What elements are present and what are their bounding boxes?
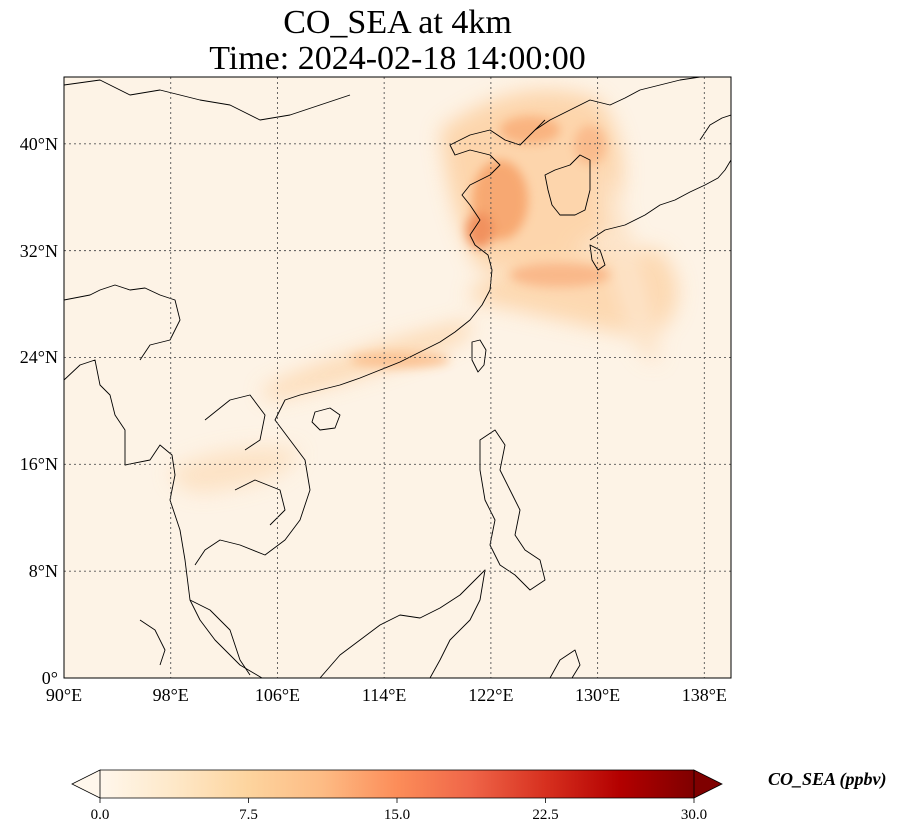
graticule [64, 77, 731, 678]
y-tick-label: 40°N [19, 133, 58, 154]
coast-borneo [319, 569, 486, 678]
x-tick-label: 130°E [574, 685, 621, 705]
plume-core-east-china-sea [510, 263, 610, 287]
coast-andaman [139, 619, 166, 666]
x-tick-label: 98°E [152, 685, 189, 705]
y-tick-label: 24°N [19, 347, 58, 368]
colorbar-tick-label: 15.0 [383, 807, 411, 823]
colorbar-tick-label: 22.5 [532, 807, 559, 823]
coast-northeast-asia [534, 77, 701, 131]
coast-sulawesi [549, 649, 581, 678]
colorbar-extend-min [71, 769, 101, 799]
coast-china-vietnam [194, 119, 546, 566]
plume-pacific-band [600, 160, 660, 362]
plume-indochina [170, 447, 300, 493]
coast-gulf-of-thailand [189, 599, 251, 676]
coast-japan-honshu [589, 159, 731, 241]
map-subtitle-time: Time: 2024-02-18 14:00:00 [209, 40, 586, 77]
y-tick-label: 8°N [28, 561, 58, 582]
plume-core-bohai [500, 116, 560, 144]
coast-korea [544, 154, 591, 216]
y-tick-label: 16°N [19, 454, 58, 475]
plume-core-korea [574, 125, 606, 165]
plume-core-guangdong [350, 352, 450, 368]
colorbar-tick-label: 0.0 [90, 807, 110, 823]
x-tick-label: 114°E [361, 685, 407, 705]
plume-core-jiangsu [466, 212, 494, 248]
map-title: CO_SEA at 4km [283, 4, 512, 41]
coast-hainan [311, 407, 341, 431]
colorbar-tick-label: 7.5 [239, 807, 258, 823]
colorbar-gradient [100, 770, 694, 798]
coast-philippines [479, 429, 546, 591]
coast-taiwan [471, 339, 487, 373]
border-mongolia [64, 79, 351, 121]
x-tick-label: 122°E [468, 685, 514, 705]
border-laos [204, 394, 266, 451]
map-frame [63, 76, 732, 679]
coastlines [64, 77, 731, 678]
coast-hokkaido [699, 114, 731, 141]
concentration-field [170, 90, 678, 493]
x-tick-label: 106°E [254, 685, 301, 705]
x-tick-label: 138°E [681, 685, 727, 705]
y-tick-label: 32°N [19, 240, 58, 261]
border-cambodia [234, 479, 286, 526]
map-background [64, 77, 731, 678]
colorbar-extend-max [693, 769, 723, 799]
colorbar-tick-label: 30.0 [680, 807, 708, 823]
colorbar-title: CO_SEA (ppbv) [768, 769, 887, 789]
colorbar [71, 769, 723, 803]
border-south-asia [64, 284, 181, 361]
coast-kyushu [589, 244, 606, 271]
y-tick-label: 0° [41, 668, 58, 688]
x-tick-label: 90°E [45, 685, 83, 705]
coast-myanmar-malay-west [64, 359, 263, 678]
